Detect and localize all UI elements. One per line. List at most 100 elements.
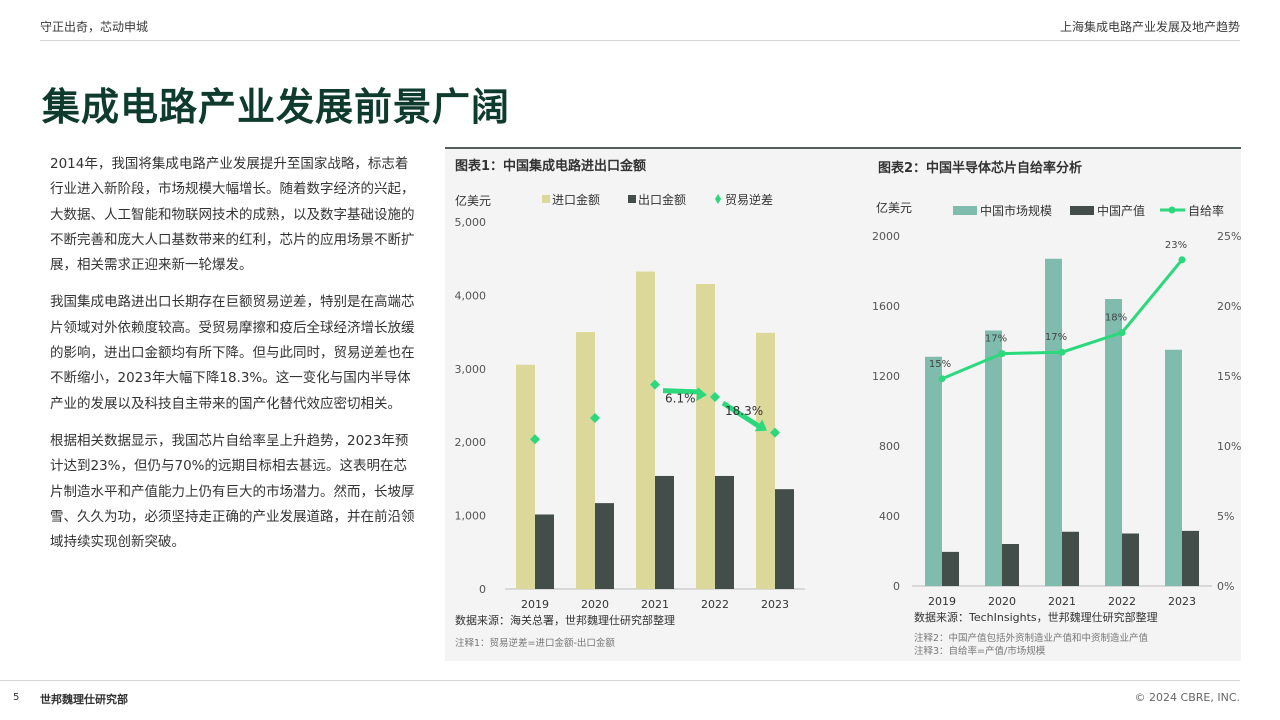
header-right-text: 上海集成电路产业发展及地产趋势 <box>1059 20 1240 34</box>
chart1-legend-swatch-1 <box>542 195 550 203</box>
chart2-point-ratio <box>1058 348 1066 356</box>
chart2-point-label: 23% <box>1165 240 1187 251</box>
chart2-y2-tick: 20% <box>1217 300 1241 313</box>
chart1-x-tick: 2020 <box>581 598 609 611</box>
chart1-marker-balance <box>710 392 720 403</box>
chart1-x-tick: 2022 <box>701 598 729 611</box>
chart2-bar-output <box>1002 544 1019 586</box>
chart2-bar-market <box>1165 349 1182 586</box>
chart2-x-tick: 2020 <box>988 595 1016 608</box>
chart-panel: 图表1：中国集成电路进出口金额 亿美元 进口金额 出口金额 贸易逆差 0 1,000 2,00… <box>445 147 1241 661</box>
chart1-marker-balance <box>650 379 660 390</box>
chart1-marker-balance <box>590 412 600 423</box>
chart1-bar-export <box>775 489 794 589</box>
chart2-y-tick: 1600 <box>872 300 900 313</box>
chart1-arrow-2022-head <box>696 387 707 402</box>
chart1-legend-label-3: 贸易逆差 <box>725 192 773 207</box>
chart2-bar-output <box>1062 531 1079 586</box>
header-left-text: 守正出奇，芯动申城 <box>40 20 149 34</box>
chart2-y-tick: 1200 <box>872 370 900 383</box>
chart2-point-ratio <box>998 350 1006 358</box>
chart1-bar-import <box>516 364 535 589</box>
copyright: © 2024 CBRE, INC. <box>1134 691 1240 704</box>
chart1-arrow-2022-label: 6.1% <box>665 392 696 406</box>
chart1-arrow-2023-shaft <box>721 400 763 430</box>
chart2-legend-swatch-1 <box>953 206 977 215</box>
chart2-y2-tick: 10% <box>1217 440 1241 453</box>
chart1-arrow-2023-label: 18.3% <box>725 404 763 418</box>
chart2-y2-tick: 25% <box>1217 230 1241 243</box>
chart2-legend-label-3: 自给率 <box>1188 203 1224 218</box>
chart2-x-tick: 2019 <box>928 595 956 608</box>
chart2-point-label: 17% <box>985 334 1007 345</box>
chart2-note-1: 注释2：中国产值包括外资制造业产值和中资制造业产值 <box>914 632 1149 644</box>
chart2-bar-market <box>1045 258 1062 586</box>
chart1-bar-export <box>595 503 614 589</box>
chart1-bar-export <box>655 475 674 589</box>
chart2-y-tick: 2000 <box>872 230 900 243</box>
chart2-legend-marker-3 <box>1168 206 1176 214</box>
chart1-note: 注释1：贸易逆差=进口金额-出口金额 <box>455 637 615 649</box>
chart2-y-tick: 0 <box>893 580 900 593</box>
chart1-y-tick: 1,000 <box>455 510 487 523</box>
chart2-bar-market <box>925 356 942 586</box>
chart1-legend-swatch-3 <box>715 194 721 204</box>
page-number: 5 <box>13 692 20 703</box>
chart2-y2-tick: 5% <box>1217 510 1234 523</box>
chart1-legend-label-1: 进口金额 <box>552 192 600 207</box>
chart2-y-tick: 400 <box>879 510 900 523</box>
chart1-marker-balance <box>530 434 540 445</box>
chart1-y-tick: 3,000 <box>455 363 487 376</box>
chart1-source: 数据来源：海关总署，世邦魏理仕研究部整理 <box>455 613 675 627</box>
chart1-legend-swatch-2 <box>628 195 636 203</box>
footer: 5 世邦魏理仕研究部 © 2024 CBRE, INC. <box>0 680 1280 720</box>
chart2-source: 数据来源：TechInsights，世邦魏理仕研究部整理 <box>914 610 1158 624</box>
body-text: 2014年，我国将集成电路产业发展提升至国家战略，标志着行业进入新阶段，市场规模… <box>50 152 415 567</box>
chart1-x-tick: 2019 <box>521 598 549 611</box>
chart2-y2-tick: 0% <box>1217 580 1234 593</box>
chart2-point-label: 15% <box>929 359 951 370</box>
chart2-x-tick: 2022 <box>1108 595 1136 608</box>
chart1-y-tick: 4,000 <box>455 289 487 302</box>
chart1-bar-import <box>696 284 715 589</box>
chart1-legend-label-2: 出口金额 <box>638 192 686 207</box>
paragraph-1: 2014年，我国将集成电路产业发展提升至国家战略，标志着行业进入新阶段，市场规模… <box>50 156 415 274</box>
chart2-note-2: 注释3：自给率=产值/市场规模 <box>914 645 1046 657</box>
chart2-legend-label-2: 中国产值 <box>1097 203 1145 218</box>
chart2-point-ratio <box>1118 329 1126 337</box>
chart1-y-tick: 2,000 <box>455 436 487 449</box>
top-header: 守正出奇，芯动申城 上海集成电路产业发展及地产趋势 <box>40 14 1240 41</box>
chart2-y2-tick: 15% <box>1217 370 1241 383</box>
chart2-bar-output <box>942 551 959 586</box>
chart2-point-label: 17% <box>1045 332 1067 343</box>
chart2-point-label: 18% <box>1105 313 1127 324</box>
chart2-point-ratio <box>1178 256 1186 264</box>
chart2-x-tick: 2021 <box>1048 595 1076 608</box>
chart2-bar-output <box>1182 530 1199 586</box>
chart1-x-tick: 2021 <box>641 598 669 611</box>
chart2-bar-market <box>985 330 1002 586</box>
chart1-bar-import <box>576 332 595 589</box>
chart2-legend-swatch-2 <box>1070 206 1094 215</box>
chart1-bar-export <box>535 514 554 589</box>
chart1-y-tick: 0 <box>479 583 486 596</box>
chart1-arrow-2023-head <box>754 419 767 432</box>
chart1-arrow-2022-shaft <box>662 388 702 395</box>
chart1-bar-import <box>756 332 775 589</box>
paragraph-2: 我国集成电路进出口长期存在巨额贸易逆差，特别是在高端芯片领域对外依赖度较高。受贸… <box>50 294 415 412</box>
chart2-y-tick: 800 <box>879 440 900 453</box>
footer-org: 世邦魏理仕研究部 <box>40 693 128 706</box>
chart2-bar-output <box>1122 533 1139 586</box>
chart1-bar-export <box>715 475 734 589</box>
chart1-marker-balance <box>770 427 780 438</box>
paragraph-3: 根据相关数据显示，我国芯片自给率呈上升趋势，2023年预计达到23%，但仍与70… <box>50 432 415 551</box>
chart1-x-tick: 2023 <box>761 598 789 611</box>
chart2-point-ratio <box>938 375 946 383</box>
chart2-legend-label-1: 中国市场规模 <box>980 203 1052 218</box>
chart2-y-unit: 亿美元 <box>876 200 912 215</box>
chart2-bar-market <box>1105 299 1122 586</box>
chart1-y-tick: 5,000 <box>455 216 487 229</box>
page-title: 集成电路产业发展前景广阔 <box>42 84 511 129</box>
chart2-title: 图表2：中国半导体芯片自给率分析 <box>878 160 1082 176</box>
